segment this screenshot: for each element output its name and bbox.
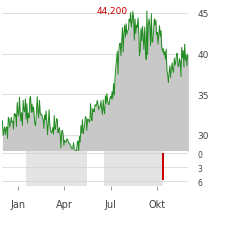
Bar bbox=[26, 151, 87, 186]
Bar bbox=[104, 151, 163, 186]
Text: Jan: Jan bbox=[10, 199, 25, 209]
Text: Jul: Jul bbox=[105, 199, 117, 209]
Text: Apr: Apr bbox=[56, 199, 73, 209]
Bar bbox=[162, 154, 164, 180]
Text: 28,200: 28,200 bbox=[60, 161, 91, 170]
Text: 44,200: 44,200 bbox=[96, 6, 127, 15]
Text: Okt: Okt bbox=[149, 199, 166, 209]
